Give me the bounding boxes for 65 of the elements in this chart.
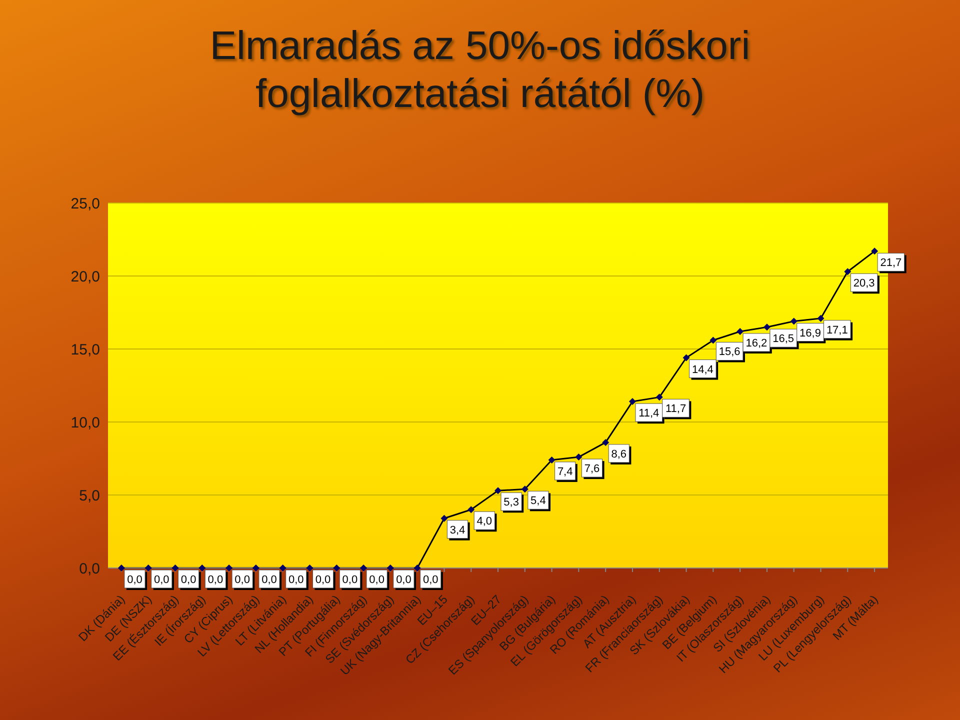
data-label: 4,0: [476, 516, 492, 528]
point: [360, 564, 368, 572]
point: [494, 487, 502, 494]
data-label: 7,6: [584, 463, 600, 476]
point: [871, 248, 878, 255]
point: [548, 456, 556, 464]
point: [118, 564, 125, 572]
data-label: 5,4: [530, 495, 546, 508]
data-label: 0,0: [154, 574, 170, 586]
data-label: 0,0: [369, 574, 384, 586]
chart-title: Elmaradás az 50%-os időskori foglalkoztatási rátától (%): [208, 23, 752, 118]
data-label: 21,7: [880, 257, 902, 270]
data-label: 0,0: [127, 574, 142, 586]
point: [710, 336, 717, 344]
point: [817, 314, 824, 322]
point: [226, 564, 233, 572]
y-tick-label: 25,0: [70, 195, 100, 212]
data-label: 3,4: [450, 524, 466, 536]
point: [252, 564, 260, 572]
point: [468, 506, 475, 514]
data-label: 15,6: [718, 346, 740, 358]
point: [682, 354, 690, 362]
data-label: 0,0: [180, 574, 196, 586]
data-label: 16,9: [800, 327, 821, 340]
point: [575, 454, 582, 461]
y-tick-label: 10,0: [70, 414, 100, 432]
data-label: 20,3: [853, 278, 875, 290]
data-label: 0,0: [396, 574, 412, 586]
data-label: 16,2: [746, 337, 768, 350]
point: [333, 564, 340, 572]
point: [172, 564, 179, 572]
data-label: 0,0: [262, 574, 277, 586]
point: [736, 328, 744, 335]
data-label: 5,3: [504, 496, 519, 509]
data-label: 11,4: [638, 408, 660, 420]
point: [144, 564, 152, 572]
point: [386, 564, 394, 572]
point: [279, 564, 286, 572]
data-label: 14,4: [692, 364, 714, 376]
point: [656, 394, 663, 401]
y-tick-label: 5,0: [79, 487, 100, 504]
point: [790, 318, 798, 325]
point: [198, 564, 206, 572]
data-label: 16,5: [772, 333, 794, 346]
y-tick-label: 20,0: [70, 268, 100, 286]
data-label: 0,0: [234, 574, 250, 586]
data-label: 0,0: [288, 574, 304, 586]
point: [306, 564, 314, 572]
data-label: 0,0: [422, 574, 438, 586]
y-tick-label: 15,0: [70, 341, 100, 358]
point: [628, 398, 636, 406]
point: [763, 324, 770, 331]
data-label: 0,0: [315, 574, 331, 586]
data-label: 17,1: [826, 324, 848, 336]
data-label: 7,4: [557, 466, 573, 478]
data-label: 0,0: [342, 574, 358, 586]
point: [602, 438, 610, 446]
point: [521, 486, 528, 493]
point: [414, 564, 421, 572]
data-label: 8,6: [611, 448, 627, 460]
y-tick-label: 0,0: [79, 560, 100, 578]
point: [844, 268, 852, 276]
data-label: 0,0: [208, 574, 224, 586]
data-label: 11,7: [665, 403, 686, 416]
point: [440, 514, 448, 522]
